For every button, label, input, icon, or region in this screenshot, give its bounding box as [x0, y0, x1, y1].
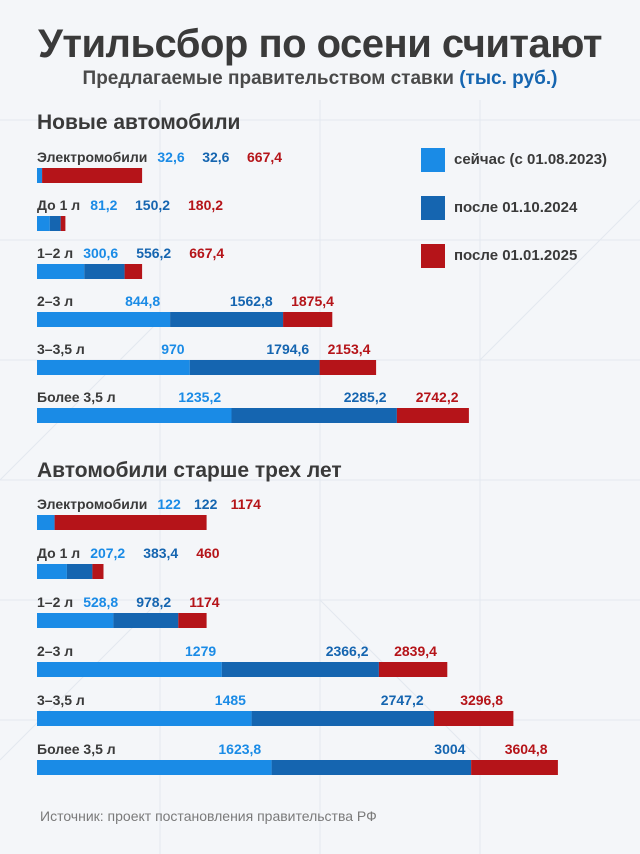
bar-jan2025	[283, 312, 333, 327]
tick-label: Электромобили	[37, 496, 147, 512]
bar-now	[37, 760, 272, 775]
data-label-jan2025: 2153,4	[328, 341, 371, 357]
bar-oct2024	[66, 564, 93, 579]
data-label-jan2025: 3604,8	[505, 741, 548, 757]
legend-swatch-jan2025	[421, 244, 445, 268]
legend-swatch-oct2024	[421, 196, 445, 220]
data-label-oct2024: 2285,2	[344, 389, 387, 405]
section-title-new-cars: Новые автомобили	[37, 111, 241, 134]
page-subtitle: Предлагаемые правительством ставки (тыс.…	[0, 68, 640, 90]
bar-jan2025	[178, 613, 207, 628]
bar-jan2025	[92, 564, 104, 579]
tick-label: Электромобили	[37, 149, 147, 165]
bar-now	[37, 662, 222, 677]
data-label-now: 81,2	[90, 197, 117, 213]
data-label-oct2024: 1562,8	[230, 293, 273, 309]
bar-jan2025	[124, 264, 143, 279]
bar-jan2025	[471, 760, 558, 775]
legend-item-now: сейчас (с 01.08.2023)	[421, 148, 640, 172]
bar-now	[37, 264, 85, 279]
tick-label: 3–3,5 л	[37, 341, 85, 357]
bar-now	[37, 216, 50, 231]
tick-label: До 1 л	[37, 197, 80, 213]
section-title-used-cars: Автомобили старше трех лет	[37, 459, 342, 482]
bar-jan2025	[434, 711, 514, 726]
bar-jan2025	[319, 360, 377, 375]
data-label-oct2024: 2366,2	[326, 643, 369, 659]
legend-label-now: сейчас (с 01.08.2023)	[454, 151, 608, 168]
subtitle-text: Предлагаемые правительством ставки	[82, 68, 454, 89]
data-label-now: 1623,8	[218, 741, 261, 757]
bar-now	[37, 360, 190, 375]
legend-label-oct2024: после 01.10.2024	[454, 199, 578, 216]
data-label-oct2024: 122	[194, 496, 218, 512]
source-note: Источник: проект постановления правитель…	[40, 808, 377, 824]
tick-label: 1–2 л	[37, 245, 73, 261]
data-label-now: 528,8	[83, 594, 118, 610]
data-label-oct2024: 383,4	[143, 545, 178, 561]
tick-label: Более 3,5 л	[37, 389, 116, 405]
data-label-jan2025: 1174	[231, 496, 262, 512]
data-label-jan2025: 2839,4	[394, 643, 437, 659]
data-label-now: 32,6	[157, 149, 184, 165]
bar-jan2025	[60, 216, 66, 231]
bar-oct2024	[84, 264, 125, 279]
legend-label-jan2025: после 01.01.2025	[454, 247, 578, 264]
bar-oct2024	[251, 711, 434, 726]
bar-now	[37, 613, 114, 628]
page-title: Утильсбор по осени считают	[37, 22, 603, 66]
legend-item-jan2025: после 01.01.2025	[421, 244, 640, 268]
data-label-jan2025: 180,2	[188, 197, 223, 213]
data-label-oct2024: 978,2	[136, 594, 171, 610]
subtitle-unit: (тыс. руб.)	[459, 68, 558, 89]
data-label-jan2025: 667,4	[189, 245, 224, 261]
tick-label: До 1 л	[37, 545, 80, 561]
data-label-now: 300,6	[83, 245, 118, 261]
data-label-now: 844,8	[125, 293, 160, 309]
bar-now	[37, 515, 55, 530]
data-label-oct2024: 1794,6	[266, 341, 309, 357]
tick-label: 2–3 л	[37, 643, 73, 659]
bar-jan2025	[42, 168, 143, 183]
bar-jan2025	[54, 515, 207, 530]
data-label-oct2024: 3004	[434, 741, 465, 757]
data-label-oct2024: 150,2	[135, 197, 170, 213]
legend-item-oct2024: после 01.10.2024	[421, 196, 640, 220]
bar-now	[37, 408, 232, 423]
bar-jan2025	[378, 662, 448, 677]
bar-oct2024	[189, 360, 320, 375]
data-label-now: 1235,2	[178, 389, 221, 405]
bar-jan2025	[396, 408, 469, 423]
bar-now	[37, 168, 43, 183]
bar-oct2024	[49, 216, 61, 231]
data-label-jan2025: 2742,2	[416, 389, 459, 405]
data-label-now: 207,2	[90, 545, 125, 561]
tick-label: 2–3 л	[37, 293, 73, 309]
legend-swatch-now	[421, 148, 445, 172]
data-label-now: 1279	[185, 643, 216, 659]
data-label-jan2025: 1174	[189, 594, 220, 610]
bar-oct2024	[170, 312, 284, 327]
bar-now	[37, 312, 171, 327]
data-label-oct2024: 556,2	[136, 245, 171, 261]
bar-oct2024	[271, 760, 471, 775]
data-label-jan2025: 667,4	[247, 149, 282, 165]
tick-label: 1–2 л	[37, 594, 73, 610]
data-label-jan2025: 1875,4	[291, 293, 334, 309]
bar-oct2024	[221, 662, 379, 677]
data-label-now: 122	[157, 496, 181, 512]
data-label-oct2024: 2747,2	[381, 692, 424, 708]
tick-label: Более 3,5 л	[37, 741, 116, 757]
data-label-oct2024: 32,6	[202, 149, 229, 165]
data-label-jan2025: 3296,8	[460, 692, 503, 708]
bar-now	[37, 711, 252, 726]
tick-label: 3–3,5 л	[37, 692, 85, 708]
data-label-jan2025: 460	[196, 545, 220, 561]
data-label-now: 970	[161, 341, 185, 357]
bar-oct2024	[113, 613, 179, 628]
data-label-now: 1485	[215, 692, 246, 708]
bar-oct2024	[231, 408, 397, 423]
bar-now	[37, 564, 67, 579]
